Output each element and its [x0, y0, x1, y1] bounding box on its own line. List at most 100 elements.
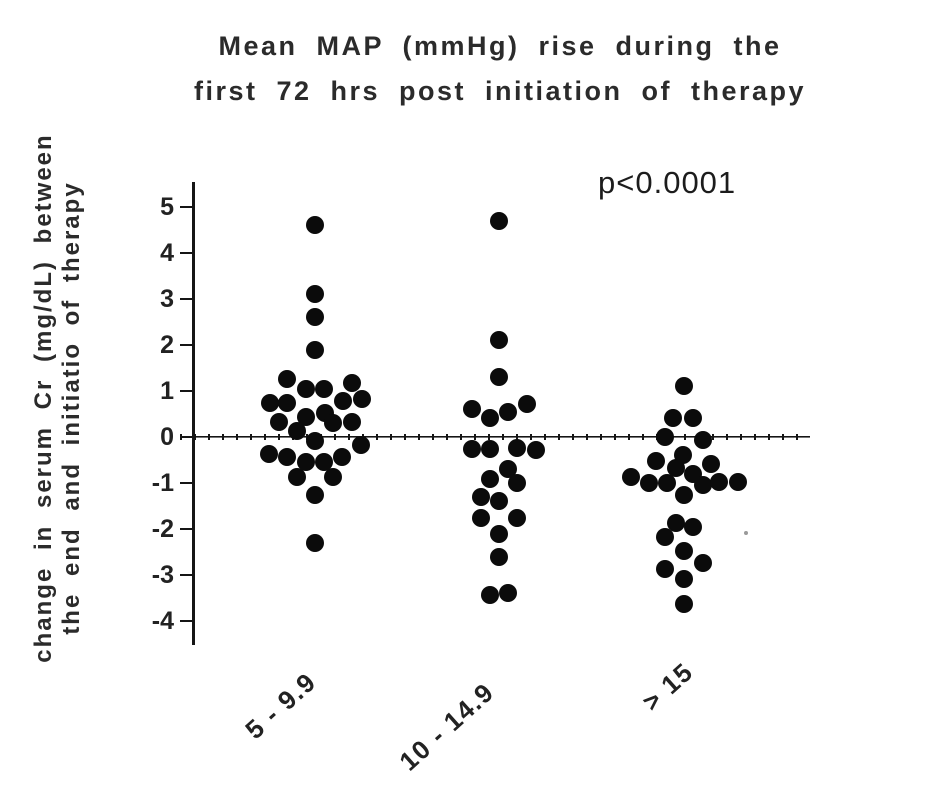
data-point: [324, 468, 342, 487]
data-point: [675, 542, 693, 561]
data-point: [518, 394, 536, 413]
y-axis-line: [192, 182, 195, 645]
data-point: [297, 408, 315, 427]
data-point: [499, 583, 517, 602]
data-point: [334, 392, 352, 411]
data-point: [352, 435, 370, 454]
data-point: [675, 377, 693, 396]
data-point: [694, 554, 712, 573]
y-tick-label: 5: [160, 193, 174, 221]
data-point: [647, 451, 665, 470]
y-tick: [180, 573, 193, 577]
data-point: [667, 458, 685, 477]
data-point: [481, 439, 499, 458]
data-point: [353, 389, 371, 408]
data-point: [463, 399, 481, 418]
y-tick: [180, 481, 193, 485]
y-tick-label: 0: [160, 423, 174, 451]
chart-title: Mean MAP (mmHg) rise during the first 72…: [140, 24, 860, 114]
data-point: [490, 547, 508, 566]
data-point: [481, 585, 499, 604]
data-point: [333, 447, 351, 466]
data-point: [684, 409, 702, 428]
data-point: [463, 439, 481, 458]
data-point: [675, 594, 693, 613]
y-tick: [180, 251, 193, 255]
data-point: [694, 431, 712, 450]
data-point: [288, 422, 306, 441]
data-point: [270, 412, 288, 431]
data-point: [260, 445, 278, 464]
data-point: [306, 285, 324, 304]
data-point: [490, 368, 508, 387]
y-tick-label: 4: [160, 239, 174, 267]
data-point: [297, 452, 315, 471]
data-point: [508, 439, 526, 458]
data-point: [343, 412, 361, 431]
y-tick: [180, 343, 193, 347]
data-point: [306, 308, 324, 327]
y-tick: [180, 619, 193, 623]
data-point: [306, 485, 324, 504]
data-point: [656, 428, 674, 446]
y-tick-label: -2: [151, 515, 174, 543]
data-point: [306, 340, 324, 359]
data-point: [490, 491, 508, 510]
data-point: [675, 485, 693, 504]
data-point: [710, 473, 728, 492]
chart-title-line1: Mean MAP (mmHg) rise during the: [218, 31, 782, 61]
data-point: [481, 469, 499, 488]
data-point: [481, 409, 499, 428]
data-point: [306, 432, 324, 451]
data-point: [490, 524, 508, 543]
data-point: [640, 474, 658, 492]
data-point: [664, 409, 682, 428]
data-point: [278, 393, 296, 412]
data-point: [656, 560, 674, 579]
data-point: [527, 440, 545, 459]
data-point: [508, 474, 526, 492]
data-point: [499, 460, 517, 479]
data-point: [278, 447, 296, 466]
y-tick-label: -4: [151, 607, 174, 635]
y-tick: [180, 205, 193, 209]
y-tick-label: -3: [151, 561, 174, 589]
y-tick: [180, 389, 193, 393]
data-point: [324, 414, 342, 433]
data-point: [315, 380, 333, 399]
p-value-annotation: p<0.0001: [598, 165, 737, 200]
zero-baseline: [180, 434, 810, 440]
y-tick-label: -1: [151, 469, 174, 497]
data-point: [306, 216, 324, 235]
data-point: [490, 331, 508, 350]
data-point: [702, 455, 720, 474]
data-point: [278, 370, 296, 389]
y-tick: [180, 527, 193, 531]
data-point: [288, 468, 306, 487]
data-point: [490, 211, 508, 230]
artifact-speck: [744, 531, 748, 535]
data-point: [297, 380, 315, 399]
data-point: [343, 374, 361, 393]
data-point: [667, 514, 685, 533]
data-point: [472, 509, 490, 528]
data-point: [261, 393, 279, 412]
y-tick-label: 2: [160, 331, 174, 359]
y-tick: [180, 435, 193, 439]
y-tick-label: 1: [160, 377, 174, 405]
data-point: [508, 509, 526, 528]
data-point: [729, 473, 747, 492]
data-point: [675, 570, 693, 589]
chart-title-line2: first 72 hrs post initiation of therapy: [193, 76, 807, 106]
data-point: [694, 475, 712, 494]
y-tick-label: 3: [160, 285, 174, 313]
y-tick: [180, 297, 193, 301]
data-point: [684, 518, 702, 537]
data-point: [622, 468, 640, 487]
data-point: [658, 474, 676, 492]
data-point: [315, 452, 333, 471]
data-point: [306, 533, 324, 552]
data-point: [472, 487, 490, 506]
